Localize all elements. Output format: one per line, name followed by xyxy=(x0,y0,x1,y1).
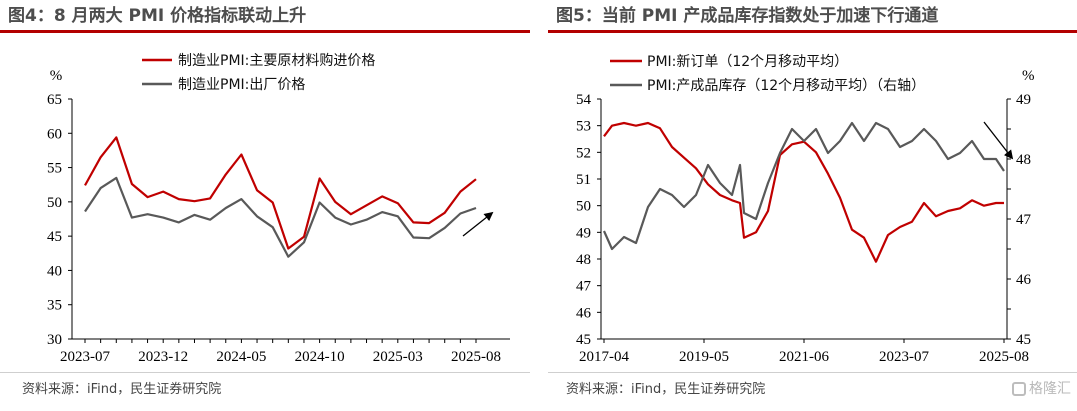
watermark-text: 格隆汇 xyxy=(1029,381,1071,397)
y-axis-unit: % xyxy=(50,68,63,84)
x-tick-label: 2023-07 xyxy=(60,349,110,365)
y-tick-label-right: 45 xyxy=(1016,332,1031,348)
chart-panel-right: 图5：当前 PMI 产成品库存指数处于加速下行通道 % 45 46 47 48 49 50 5… xyxy=(548,0,1077,411)
panel-title: 图4：8 月两大 PMI 价格指标联动上升 xyxy=(8,6,307,26)
y-tick-label: 55 xyxy=(47,161,62,177)
y-tick-label-left: 50 xyxy=(576,199,591,215)
logo-icon xyxy=(1012,382,1026,396)
source-note: 资料来源：iFind，民生证券研究院 xyxy=(22,382,222,397)
x-tick-label: 2021-06 xyxy=(779,349,829,365)
x-tick-label: 2023-07 xyxy=(879,349,929,365)
y-tick-label: 35 xyxy=(47,298,62,314)
series-line-new-orders xyxy=(603,121,1004,263)
panel-title: 图5：当前 PMI 产成品库存指数处于加速下行通道 xyxy=(556,6,939,26)
y-tick-label-left: 48 xyxy=(576,252,591,268)
y-tick-label-left: 49 xyxy=(576,225,591,241)
y-tick-label-right: 48 xyxy=(1016,152,1031,168)
x-tick-label: 2024-10 xyxy=(295,349,345,365)
y-tick-label: 45 xyxy=(47,229,62,245)
y-tick-label-left: 53 xyxy=(576,119,591,135)
trend-arrow xyxy=(462,211,494,237)
series-line-finished-inventory xyxy=(602,121,1005,251)
series-line-purchase-price xyxy=(84,136,477,250)
source-note: 资料来源：iFind，民生证券研究院 xyxy=(566,382,766,397)
x-tick-label: 2025-08 xyxy=(979,349,1029,365)
x-tick-label: 2023-12 xyxy=(138,349,188,365)
y-tick-label-left: 51 xyxy=(576,172,591,188)
y-tick-label-left: 46 xyxy=(576,305,592,321)
x-tick-label: 2017-04 xyxy=(579,349,629,365)
y-tick-label: 50 xyxy=(47,195,62,211)
source-divider xyxy=(0,372,530,373)
y-tick-label-left: 47 xyxy=(576,279,592,295)
legend-label: 制造业PMI:出厂价格 xyxy=(178,77,305,93)
y-tick-label-right: 49 xyxy=(1016,92,1031,108)
y-tick-label-left: 52 xyxy=(576,145,591,161)
watermark: 格隆汇 xyxy=(1012,378,1071,398)
source-divider xyxy=(548,372,1077,373)
x-tick-label: 2025-03 xyxy=(373,349,423,365)
y-tick-label-left: 54 xyxy=(576,92,592,108)
chart-left-svg: % 30 35 40 45 50 55 60 65 2023-07 2023-12 2024-05 20… xyxy=(47,53,510,365)
y-tick-label: 60 xyxy=(47,126,62,142)
series-line-output-price xyxy=(84,176,477,258)
title-rule xyxy=(548,30,1077,33)
y-axis-right-unit: % xyxy=(1022,68,1035,84)
y-tick-label: 30 xyxy=(47,332,62,348)
y-tick-label: 65 xyxy=(47,92,62,108)
y-tick-label-right: 46 xyxy=(1016,272,1032,288)
x-tick-label: 2019-05 xyxy=(679,349,729,365)
chart-right-svg: % 45 46 47 48 49 50 51 52 53 54 45 46 47 48 49 2017-04 20… xyxy=(576,54,1035,365)
x-tick-label: 2025-08 xyxy=(451,349,501,365)
y-tick-label-right: 47 xyxy=(1016,212,1032,228)
title-rule xyxy=(0,30,530,33)
legend-label: 制造业PMI:主要原材料购进价格 xyxy=(178,53,375,69)
legend-label: PMI:产成品库存（12个月移动平均）（右轴） xyxy=(647,78,925,94)
chart-panel-left: 图4：8 月两大 PMI 价格指标联动上升 % 30 35 40 45 50 55 60 65 2… xyxy=(0,0,538,411)
trend-arrow xyxy=(983,121,1014,160)
y-tick-label-left: 45 xyxy=(576,332,591,348)
y-tick-label: 40 xyxy=(47,263,62,279)
x-tick-label: 2024-05 xyxy=(216,349,266,365)
legend-label: PMI:新订单（12个月移动平均） xyxy=(647,54,848,70)
